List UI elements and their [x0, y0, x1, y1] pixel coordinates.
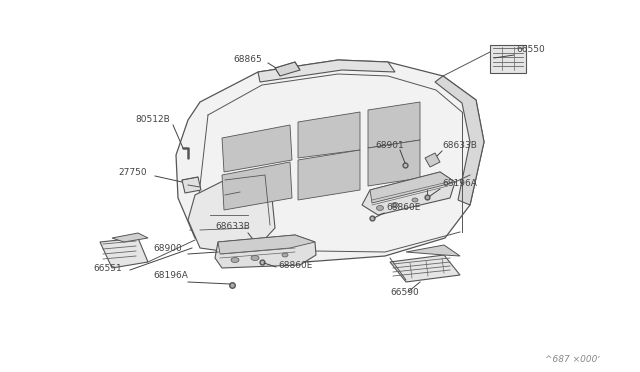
Text: 66551: 66551: [93, 264, 122, 273]
Polygon shape: [112, 233, 148, 242]
Text: 68633B: 68633B: [442, 141, 477, 150]
Ellipse shape: [251, 256, 259, 260]
Text: 68865: 68865: [233, 55, 262, 64]
FancyBboxPatch shape: [490, 45, 526, 73]
Polygon shape: [298, 112, 360, 158]
Polygon shape: [188, 178, 275, 255]
Polygon shape: [275, 62, 300, 76]
Polygon shape: [222, 125, 292, 172]
Text: 68900: 68900: [153, 244, 182, 253]
Polygon shape: [222, 162, 292, 210]
Polygon shape: [370, 172, 455, 203]
Ellipse shape: [412, 198, 418, 202]
Text: 66590: 66590: [390, 288, 419, 297]
Ellipse shape: [392, 202, 399, 208]
Text: 68196A: 68196A: [153, 271, 188, 280]
Text: 68901: 68901: [375, 141, 404, 150]
Polygon shape: [362, 172, 455, 215]
Polygon shape: [298, 150, 360, 200]
Text: 68860E: 68860E: [278, 261, 312, 270]
Polygon shape: [435, 76, 484, 205]
Polygon shape: [368, 140, 420, 186]
Text: 68196A: 68196A: [442, 179, 477, 188]
Text: 66550: 66550: [516, 45, 545, 54]
Ellipse shape: [376, 205, 383, 211]
Text: 80512B: 80512B: [135, 115, 170, 124]
Polygon shape: [218, 235, 315, 254]
Polygon shape: [406, 245, 460, 256]
Ellipse shape: [282, 253, 288, 257]
Polygon shape: [425, 153, 440, 167]
Ellipse shape: [231, 257, 239, 263]
Polygon shape: [182, 177, 201, 193]
Text: 68860E: 68860E: [386, 203, 420, 212]
Polygon shape: [390, 255, 460, 282]
Polygon shape: [176, 60, 484, 262]
Text: 27750: 27750: [118, 168, 147, 177]
Polygon shape: [100, 238, 148, 268]
Text: ^687 ×000ʼ: ^687 ×000ʼ: [545, 355, 600, 364]
Text: 68633B: 68633B: [215, 222, 250, 231]
Polygon shape: [215, 235, 316, 268]
Polygon shape: [258, 60, 395, 82]
Polygon shape: [368, 102, 420, 148]
